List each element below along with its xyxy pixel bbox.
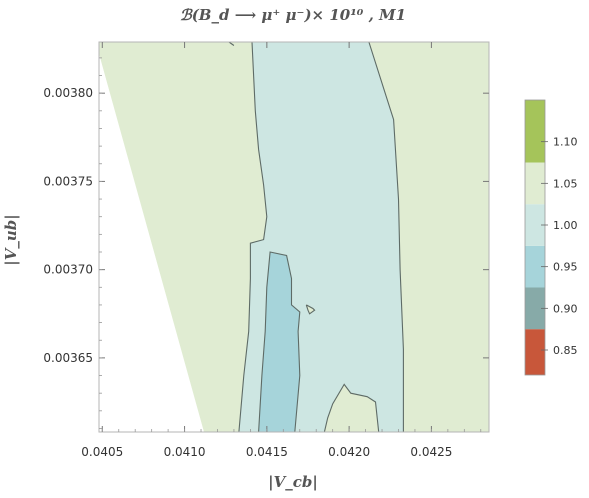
- colorbar-tick-label: 0.95: [553, 261, 578, 274]
- chart-title: ℬ(B_d ⟶ μ⁺ μ⁻)× 10¹⁰ , M1: [180, 6, 406, 24]
- x-axis-label: |V_cb|: [268, 473, 318, 491]
- colorbar-band-1: [525, 329, 545, 375]
- x-tick-label: 0.0420: [328, 445, 370, 459]
- x-tick-label: 0.0410: [164, 445, 206, 459]
- contour-regions: [98, 41, 490, 433]
- contour-line-1: [238, 41, 268, 433]
- colorbar-tick-label: 0.90: [553, 302, 578, 315]
- colorbar-tick-label: 1.10: [553, 136, 578, 149]
- x-tick-label: 0.0425: [410, 445, 452, 459]
- x-tick-label: 0.0415: [246, 445, 288, 459]
- colorbar-tick-label: 1.05: [553, 177, 578, 190]
- contour-line-6: [228, 41, 235, 46]
- colorbar-tick-label: 0.85: [553, 344, 578, 357]
- colorbar-border: [524, 99, 546, 376]
- colorbar: 0.85 0.90 0.95 1.00 1.05 1.10: [524, 99, 578, 376]
- y-tick-label: 0.00370: [43, 263, 93, 277]
- colorbar-band-2: [525, 287, 545, 330]
- y-axis: 0.00365 0.00370 0.00375 0.00380: [43, 57, 489, 429]
- colorbar-tick-label: 1.00: [553, 219, 578, 232]
- colorbar-band-4: [525, 204, 545, 246]
- x-axis: 0.0405 0.0410 0.0415 0.0420 0.0425: [81, 42, 482, 459]
- y-axis-label: |V_ub|: [2, 214, 20, 265]
- plot-frame: [98, 41, 490, 433]
- plot-border: [98, 41, 490, 433]
- contour-line-2: [368, 41, 404, 432]
- contour-line-5: [305, 304, 316, 315]
- colorbar-band-5: [525, 162, 545, 205]
- contour-lines: [228, 41, 404, 433]
- colorbar-band-6: [525, 100, 545, 163]
- y-tick-label: 0.00375: [43, 174, 93, 188]
- contour-line-3: [258, 251, 301, 433]
- y-tick-label: 0.00380: [43, 86, 93, 100]
- contour-line-4: [323, 383, 380, 433]
- colorbar-band-3: [525, 245, 545, 288]
- x-tick-label: 0.0405: [81, 445, 123, 459]
- y-tick-label: 0.00365: [43, 351, 93, 365]
